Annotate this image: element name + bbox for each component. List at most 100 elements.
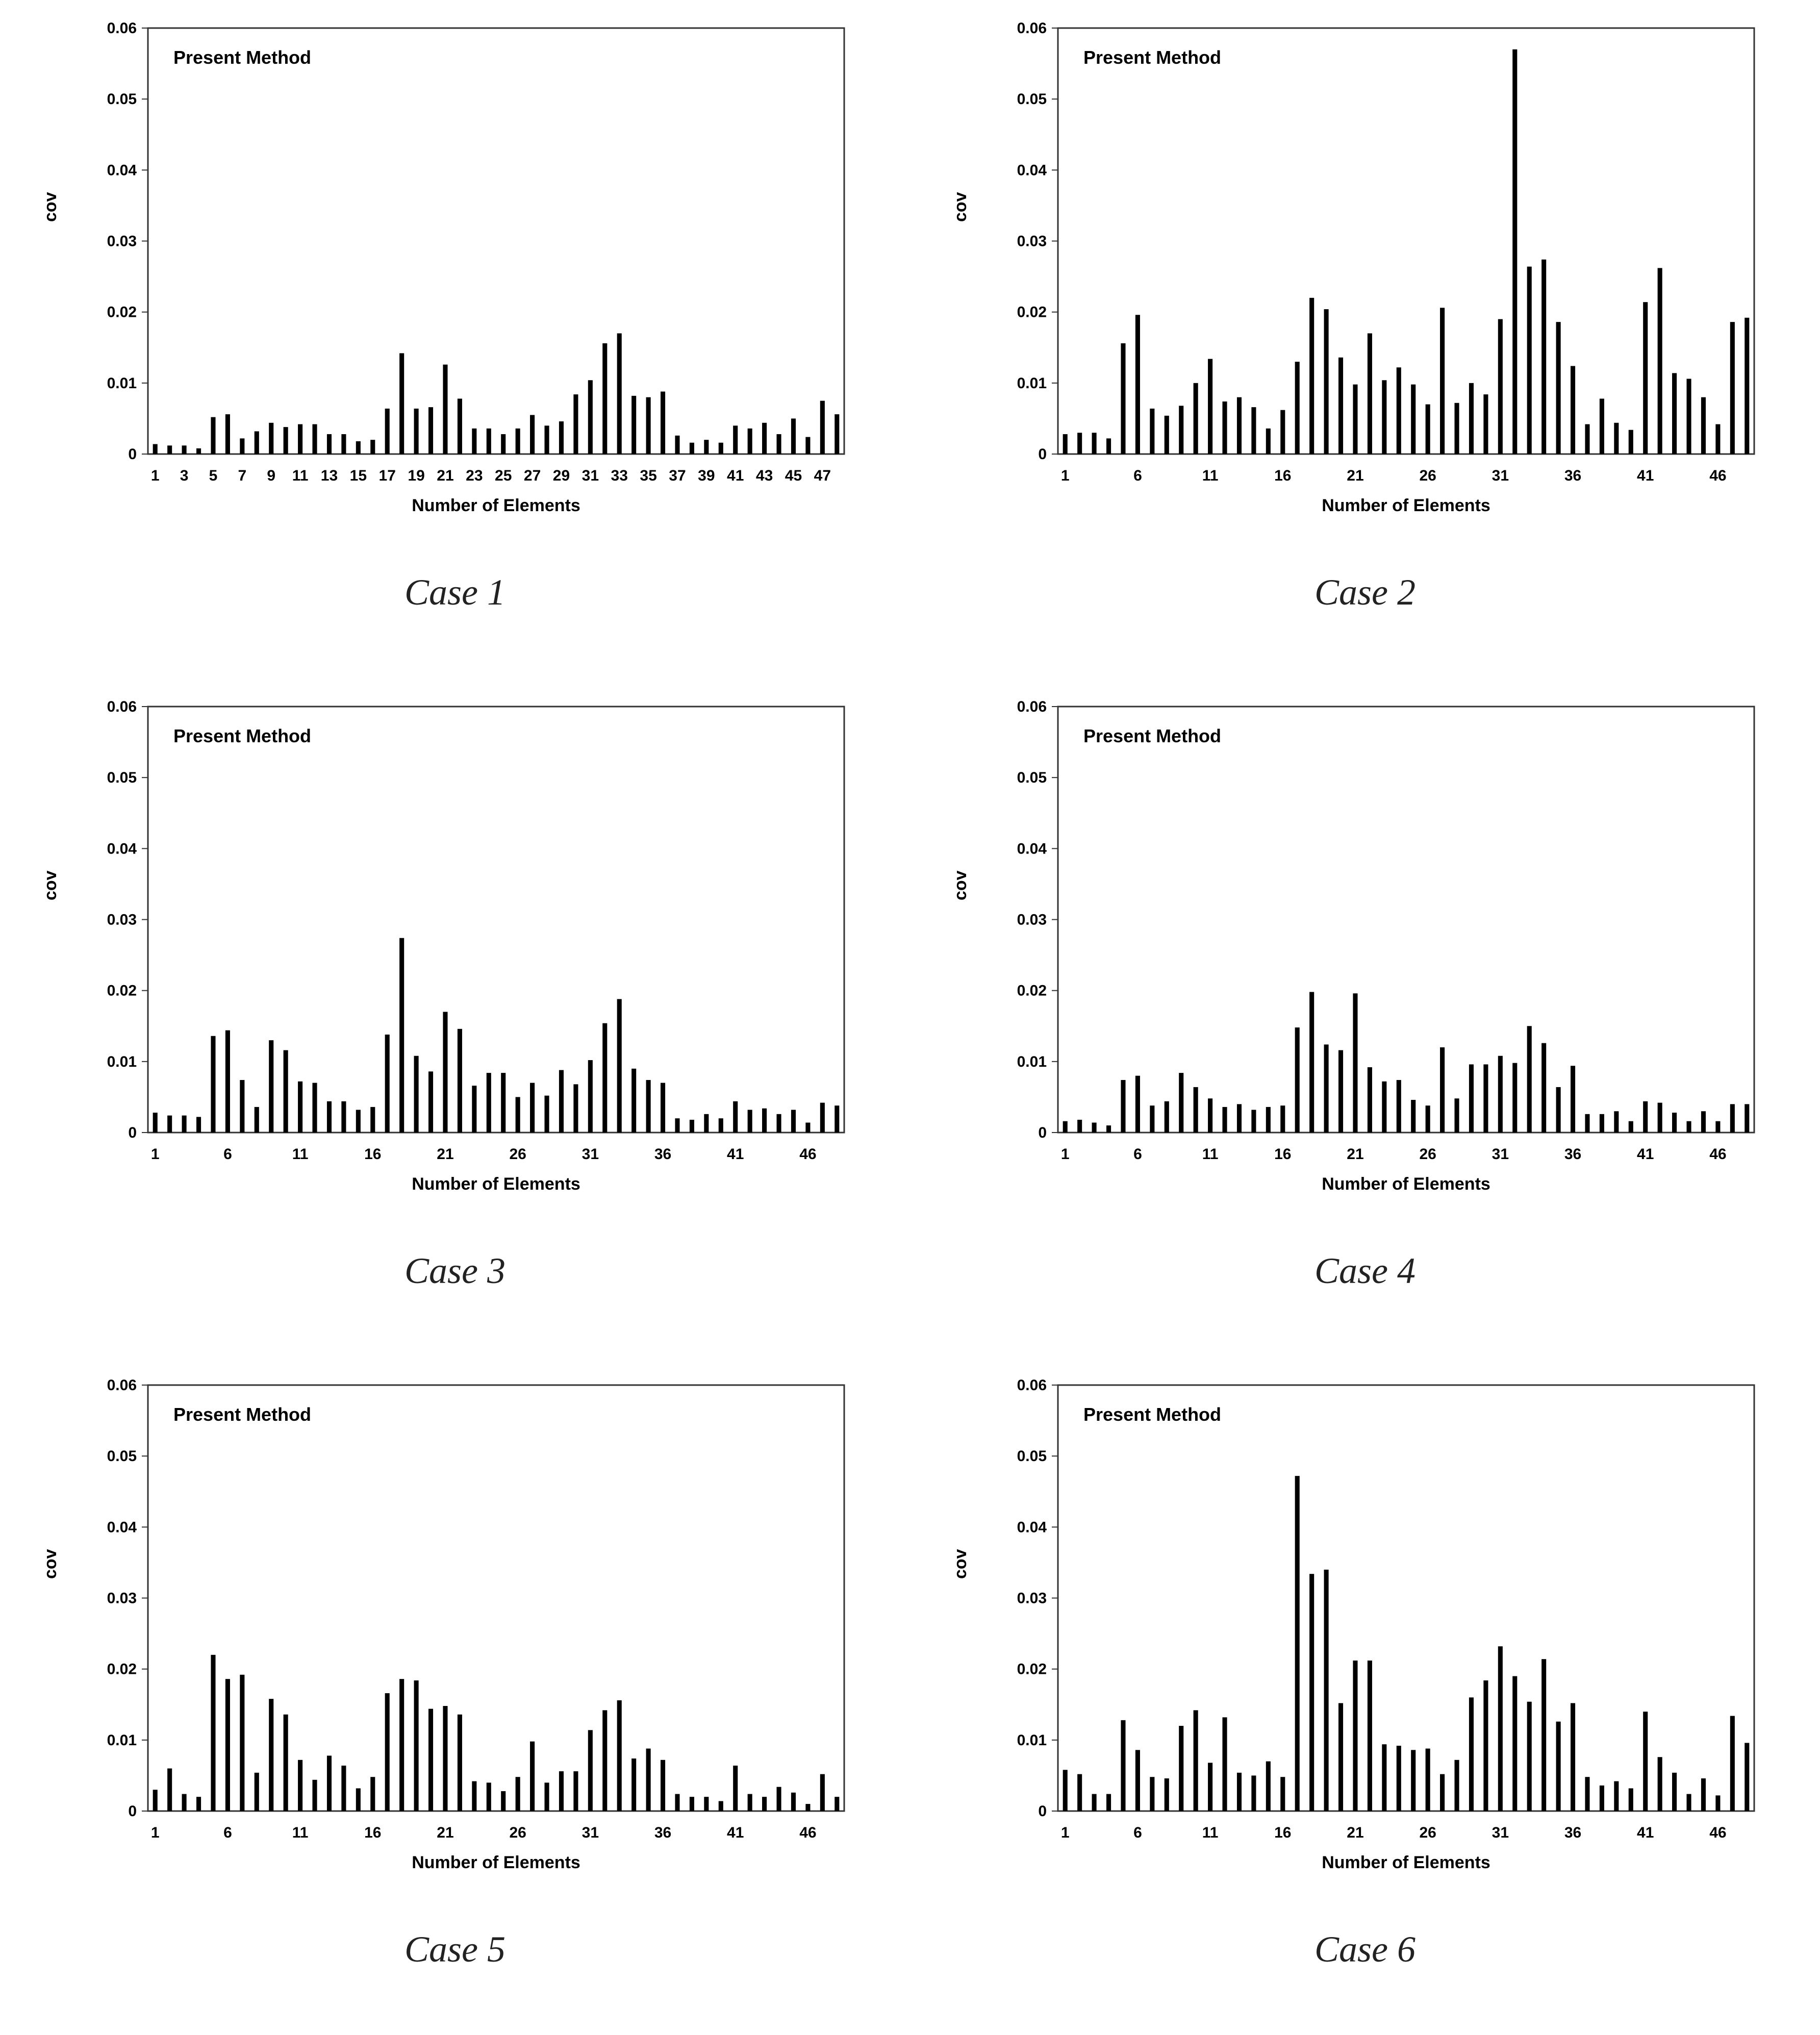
bar bbox=[762, 1108, 767, 1133]
y-tick-label: 0.02 bbox=[107, 1661, 137, 1678]
y-tick-label: 0.01 bbox=[1017, 1732, 1047, 1749]
bar bbox=[515, 428, 520, 454]
bar bbox=[573, 1771, 578, 1811]
bar bbox=[689, 442, 694, 454]
x-tick-label: 11 bbox=[1202, 467, 1219, 484]
bar bbox=[1208, 1763, 1213, 1811]
bar bbox=[1324, 309, 1329, 454]
bar bbox=[1614, 422, 1619, 454]
x-tick-label: 13 bbox=[321, 467, 338, 484]
y-axis-title: cov bbox=[41, 870, 60, 900]
bar bbox=[718, 442, 723, 454]
bar bbox=[1527, 266, 1532, 454]
bar bbox=[704, 1114, 709, 1133]
x-tick-label: 46 bbox=[1709, 1146, 1726, 1163]
bar bbox=[631, 1068, 637, 1133]
bar bbox=[1179, 1073, 1184, 1133]
bar bbox=[805, 1804, 811, 1811]
bar bbox=[1324, 1044, 1329, 1133]
x-tick-label: 16 bbox=[364, 1824, 381, 1841]
x-tick-label: 11 bbox=[292, 467, 309, 484]
x-tick-label: 27 bbox=[524, 467, 541, 484]
bar bbox=[1135, 1075, 1140, 1133]
bar bbox=[1483, 1064, 1488, 1133]
x-tick-label: 6 bbox=[223, 1146, 232, 1163]
bar bbox=[1570, 1703, 1576, 1811]
bar bbox=[1382, 1081, 1387, 1133]
bar bbox=[254, 1772, 259, 1811]
y-axis-title: cov bbox=[951, 192, 970, 222]
x-tick-label: 1 bbox=[151, 467, 160, 484]
bar bbox=[776, 1114, 781, 1133]
bar bbox=[530, 1741, 535, 1811]
bar bbox=[1469, 1697, 1474, 1811]
bar bbox=[1570, 366, 1576, 454]
bar bbox=[1280, 1777, 1285, 1811]
bar bbox=[1353, 993, 1358, 1133]
bar bbox=[1643, 302, 1648, 454]
bar bbox=[1730, 322, 1735, 454]
bar bbox=[747, 428, 752, 454]
y-axis-title: cov bbox=[951, 1549, 970, 1579]
y-axis-title: cov bbox=[41, 192, 60, 222]
x-tick-label: 7 bbox=[238, 467, 247, 484]
bar bbox=[1179, 1726, 1184, 1811]
bar bbox=[835, 1797, 840, 1811]
y-tick-label: 0.03 bbox=[107, 233, 137, 250]
bar bbox=[254, 1107, 259, 1133]
bar bbox=[1338, 357, 1344, 454]
bar bbox=[1164, 415, 1169, 454]
bar bbox=[1150, 1777, 1155, 1811]
annotation-present-method: Present Method bbox=[173, 47, 311, 68]
bar bbox=[1686, 1794, 1691, 1811]
x-tick-label: 31 bbox=[1492, 1146, 1509, 1163]
bar bbox=[1498, 1056, 1503, 1133]
bar bbox=[428, 1709, 434, 1811]
bar bbox=[1367, 1660, 1372, 1811]
bar bbox=[457, 1714, 462, 1811]
bar bbox=[660, 391, 666, 454]
bar bbox=[1425, 1106, 1430, 1133]
bar bbox=[312, 424, 317, 454]
x-tick-label: 21 bbox=[437, 1824, 453, 1841]
y-tick-label: 0.05 bbox=[1017, 91, 1047, 108]
bar bbox=[1106, 1125, 1111, 1133]
bar bbox=[457, 398, 462, 454]
bar bbox=[559, 1771, 564, 1811]
bar bbox=[182, 445, 187, 454]
bar bbox=[1440, 1774, 1445, 1811]
annotation-present-method: Present Method bbox=[173, 1404, 311, 1425]
bar bbox=[1309, 992, 1315, 1133]
y-tick-label: 0 bbox=[128, 1803, 137, 1820]
caption-case-3: Case 3 bbox=[405, 1250, 505, 1291]
chart-panel-case-2: 0 0.01 0.02 0.03 0.04 0.05 0.06 1 6 11 16 21 26 31 36 4… bbox=[910, 0, 1820, 673]
y-axis-title: cov bbox=[951, 870, 970, 900]
bar bbox=[820, 400, 825, 454]
bar bbox=[704, 440, 709, 454]
bar bbox=[1077, 433, 1082, 454]
bar bbox=[660, 1083, 666, 1133]
bar bbox=[1628, 1788, 1633, 1811]
bar bbox=[1411, 1750, 1416, 1811]
bar bbox=[835, 1106, 840, 1133]
bar bbox=[1063, 434, 1068, 454]
bar bbox=[675, 435, 680, 454]
x-tick-label: 47 bbox=[814, 467, 831, 484]
bar bbox=[1367, 1067, 1372, 1133]
y-tick-label: 0.06 bbox=[1017, 20, 1047, 37]
bar bbox=[167, 1768, 172, 1811]
bar bbox=[283, 1714, 288, 1811]
bar bbox=[1614, 1111, 1619, 1133]
bar bbox=[588, 1060, 593, 1133]
bar bbox=[1599, 1785, 1604, 1811]
bar bbox=[588, 380, 593, 454]
bar bbox=[1077, 1119, 1082, 1133]
x-tick-label: 41 bbox=[727, 1146, 744, 1163]
bar bbox=[414, 1056, 419, 1133]
bar bbox=[153, 1113, 158, 1133]
caption-case-1: Case 1 bbox=[405, 572, 505, 613]
bar bbox=[312, 1083, 317, 1133]
y-tick-label: 0.04 bbox=[1017, 1519, 1047, 1536]
bar bbox=[1425, 1748, 1430, 1811]
x-tick-label: 41 bbox=[727, 1824, 744, 1841]
